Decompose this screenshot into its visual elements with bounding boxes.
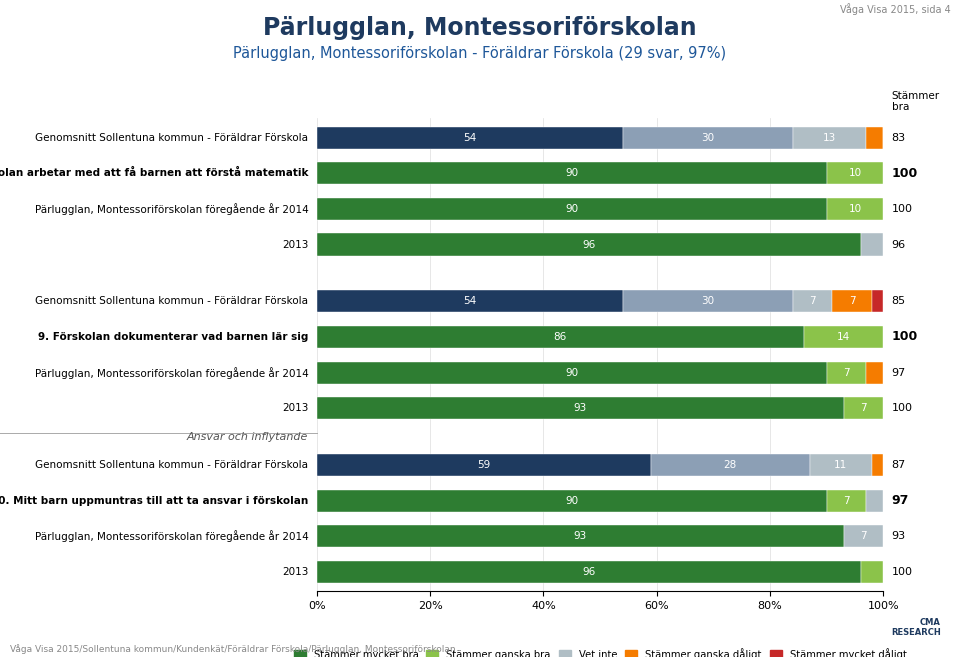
Bar (317, 397, 844, 419)
Bar (809, 454, 872, 476)
Bar (317, 127, 623, 149)
Text: 87: 87 (892, 460, 906, 470)
Bar (317, 290, 623, 313)
Bar (844, 397, 883, 419)
Text: Pärlugglan, Montessoriförskolan föregående år 2014: Pärlugglan, Montessoriförskolan föregåen… (35, 367, 308, 378)
Text: Pärlugglan, Montessoriförskolan föregående år 2014: Pärlugglan, Montessoriförskolan föregåen… (35, 203, 308, 215)
Bar (317, 233, 860, 256)
Bar (832, 290, 872, 313)
Text: 13: 13 (823, 133, 836, 143)
Bar (317, 560, 860, 583)
Text: 96: 96 (582, 567, 595, 577)
Text: 7: 7 (843, 367, 850, 378)
Text: 86: 86 (554, 332, 567, 342)
Bar (860, 233, 883, 256)
Text: 7: 7 (843, 495, 850, 506)
Text: Stämmer
bra: Stämmer bra (892, 91, 940, 112)
Text: Våga Visa 2015, sida 4: Våga Visa 2015, sida 4 (840, 3, 950, 15)
Text: 14: 14 (837, 332, 851, 342)
Text: 54: 54 (463, 296, 476, 306)
Text: 93: 93 (573, 403, 587, 413)
Text: Pärlugglan, Montessoriförskolan föregående år 2014: Pärlugglan, Montessoriförskolan föregåen… (35, 530, 308, 542)
Text: CMA
RESEARCH: CMA RESEARCH (891, 618, 941, 637)
Text: 100: 100 (892, 204, 913, 214)
Legend: Stämmer mycket bra, Stämmer ganska bra, Vet inte, Stämmer ganska dåligt, Stämmer: Stämmer mycket bra, Stämmer ganska bra, … (290, 644, 910, 657)
Text: Pärlugglan, Montessoriförskolan - Föräldrar Förskola (29 svar, 97%): Pärlugglan, Montessoriförskolan - Föräld… (233, 46, 727, 61)
Bar (872, 290, 883, 313)
Text: 28: 28 (724, 460, 737, 470)
Bar (827, 361, 866, 384)
Bar (317, 361, 827, 384)
Bar (860, 560, 883, 583)
Bar (317, 326, 804, 348)
Bar (317, 454, 651, 476)
Text: 59: 59 (477, 460, 491, 470)
Text: 30: 30 (701, 133, 714, 143)
Bar (866, 361, 883, 384)
Text: 7: 7 (849, 296, 855, 306)
Text: 7: 7 (860, 531, 867, 541)
Text: 8. Förskolan arbetar med att få barnen att förstå matematik: 8. Förskolan arbetar med att få barnen a… (0, 168, 308, 179)
Text: 100: 100 (892, 330, 918, 344)
Text: 90: 90 (565, 168, 578, 179)
Text: 2013: 2013 (282, 567, 308, 577)
Text: 93: 93 (573, 531, 587, 541)
Bar (827, 162, 883, 185)
Text: 90: 90 (565, 367, 578, 378)
Text: 90: 90 (565, 204, 578, 214)
Text: Genomsnitt Sollentuna kommun - Föräldrar Förskola: Genomsnitt Sollentuna kommun - Föräldrar… (36, 296, 308, 306)
Text: 96: 96 (582, 240, 595, 250)
Bar (623, 127, 793, 149)
Text: 93: 93 (892, 531, 906, 541)
Bar (866, 489, 883, 512)
Bar (623, 290, 793, 313)
Text: 90: 90 (565, 495, 578, 506)
Text: 83: 83 (892, 133, 906, 143)
Text: 54: 54 (463, 133, 476, 143)
Text: 85: 85 (892, 296, 906, 306)
Bar (793, 127, 866, 149)
Bar (317, 525, 844, 547)
Text: 97: 97 (892, 494, 909, 507)
Text: 10: 10 (849, 168, 861, 179)
Text: 10: 10 (849, 204, 861, 214)
Bar (844, 525, 883, 547)
Text: Genomsnitt Sollentuna kommun - Föräldrar Förskola: Genomsnitt Sollentuna kommun - Föräldrar… (36, 133, 308, 143)
Text: 30: 30 (701, 296, 714, 306)
Bar (793, 290, 832, 313)
Text: 97: 97 (892, 367, 906, 378)
Text: 100: 100 (892, 167, 918, 180)
Bar (827, 198, 883, 220)
Text: 7: 7 (860, 403, 867, 413)
Bar (651, 454, 809, 476)
Bar (804, 326, 883, 348)
Bar (872, 454, 883, 476)
Bar (827, 489, 866, 512)
Text: Ansvar och inflytande: Ansvar och inflytande (187, 432, 308, 442)
Text: 7: 7 (809, 296, 816, 306)
Bar (866, 127, 883, 149)
Text: 96: 96 (892, 240, 906, 250)
Text: 100: 100 (892, 567, 913, 577)
Text: 11: 11 (834, 460, 848, 470)
Text: 2013: 2013 (282, 403, 308, 413)
Text: Våga Visa 2015/Sollentuna kommun/Kundenkät/Föräldrar Förskola/Pärlugglan, Montes: Våga Visa 2015/Sollentuna kommun/Kundenk… (10, 644, 455, 654)
Bar (317, 489, 827, 512)
Text: 10. Mitt barn uppmuntras till att ta ansvar i förskolan: 10. Mitt barn uppmuntras till att ta ans… (0, 495, 308, 506)
Bar (883, 127, 889, 149)
Bar (317, 198, 827, 220)
Text: 100: 100 (892, 403, 913, 413)
Bar (317, 162, 827, 185)
Text: 9. Förskolan dokumenterar vad barnen lär sig: 9. Förskolan dokumenterar vad barnen lär… (38, 332, 308, 342)
Text: Genomsnitt Sollentuna kommun - Föräldrar Förskola: Genomsnitt Sollentuna kommun - Föräldrar… (36, 460, 308, 470)
Text: 2013: 2013 (282, 240, 308, 250)
Text: Pärlugglan, Montessoriförskolan: Pärlugglan, Montessoriförskolan (263, 16, 697, 41)
